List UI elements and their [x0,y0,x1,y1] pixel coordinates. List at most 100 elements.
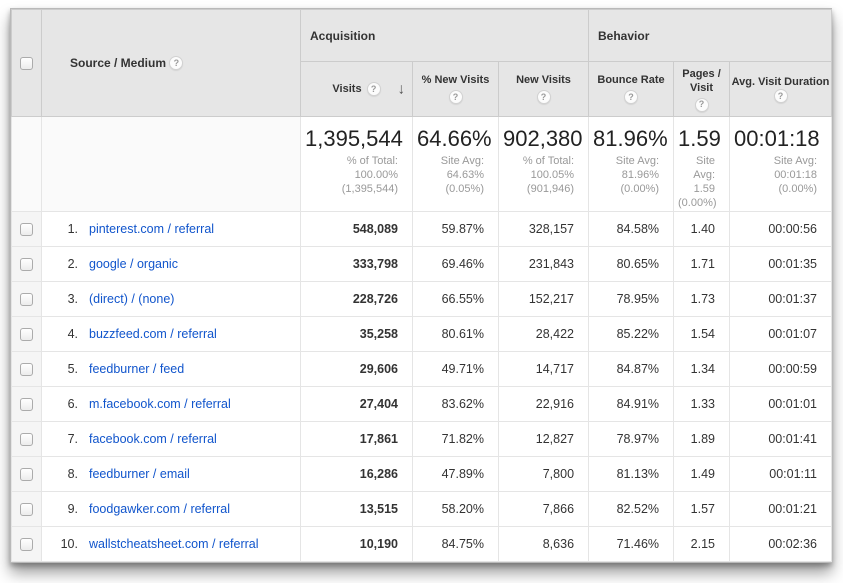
checkbox-cell [11,421,42,457]
summary-bounce-rate-value: 81.96% [593,126,668,151]
column-header-avg-duration[interactable]: Avg. Visit Duration ? [729,61,833,117]
source-link[interactable]: google / organic [89,257,178,271]
summary-pages-visit-sub: Site Avg: 1.59 (0.00%) [678,155,717,209]
checkbox-cell [11,491,42,527]
table-row: 3. (direct) / (none) 228,726 66.55% 152,2… [11,281,833,317]
row-rank: 3. [67,292,78,306]
avg-duration-label: Avg. Visit Duration [731,75,830,88]
pages-visit-value: 1.71 [673,246,731,282]
row-rank: 10. [60,537,78,551]
row-rank: 4. [67,327,78,341]
bounce-rate-value: 80.65% [588,246,675,282]
help-icon[interactable]: ? [366,82,381,96]
row-checkbox[interactable] [20,398,33,412]
help-icon[interactable]: ? [448,90,463,104]
checkbox-cell [11,316,42,352]
help-icon[interactable]: ? [624,90,639,104]
checkbox-cell [11,351,42,387]
visits-value: 35,258 [300,316,413,352]
table-row: 5. feedburner / feed 29,606 49.71% 14,717… [11,351,833,387]
column-header-source-medium[interactable]: Source / Medium ? [41,9,301,117]
bounce-rate-value: 84.87% [588,351,675,387]
visits-label: Visits [332,83,362,95]
checkbox-cell [11,526,42,562]
column-header-pages-visit[interactable]: Pages / Visit ? [673,61,731,117]
row-rank: 1. [67,222,78,236]
pages-visit-label: Pages / Visit [682,67,721,94]
summary-source-cell [41,116,301,212]
source-link[interactable]: feedburner / email [89,467,190,481]
summary-avg-duration: 00:01:18 Site Avg: 00:01:18 (0.00%) [729,116,833,212]
column-header-new-visits[interactable]: New Visits ? [497,61,590,117]
row-rank: 2. [67,257,78,271]
new-visits-value: 22,916 [497,386,590,422]
checkbox-cell [11,211,42,247]
avg-duration-value: 00:00:59 [729,351,833,387]
visits-value: 17,861 [300,421,413,457]
row-checkbox[interactable] [20,258,33,272]
column-header-pct-new-visits[interactable]: % New Visits ? [412,61,499,117]
source-link[interactable]: buzzfeed.com / referral [89,327,217,341]
row-rank: 8. [67,467,78,481]
table-row: 9. foodgawker.com / referral 13,515 58.20… [11,491,833,527]
row-checkbox[interactable] [20,433,33,447]
column-header-visits[interactable]: Visits ? ↓ [300,61,413,117]
bounce-rate-value: 78.97% [588,421,675,457]
row-checkbox[interactable] [20,363,33,377]
avg-duration-value: 00:01:37 [729,281,833,317]
select-all-checkbox[interactable] [20,56,33,70]
source-cell: 10. wallstcheatsheet.com / referral [41,526,301,562]
analytics-source-medium-table: Source / Medium ? Acquisition Behavior V… [10,8,833,563]
pct-new-visits-value: 69.46% [412,246,499,282]
pct-new-visits-value: 84.75% [412,526,499,562]
summary-pct-new-visits: 64.66% Site Avg: 64.63% (0.05%) [412,116,499,212]
source-link[interactable]: feedburner / feed [89,362,185,376]
source-link[interactable]: m.facebook.com / referral [89,397,231,411]
help-icon[interactable]: ? [694,97,709,112]
pages-visit-value: 1.73 [673,281,731,317]
bounce-rate-value: 82.52% [588,491,675,527]
source-link[interactable]: wallstcheatsheet.com / referral [89,537,259,551]
help-icon[interactable]: ? [169,56,184,71]
pages-visit-value: 1.89 [673,421,731,457]
bounce-rate-value: 84.58% [588,211,675,247]
column-header-bounce-rate[interactable]: Bounce Rate ? [588,61,675,117]
row-checkbox[interactable] [20,328,33,342]
summary-pct-new-visits-value: 64.66% [417,126,492,151]
source-link[interactable]: facebook.com / referral [89,432,217,446]
visits-value: 16,286 [300,456,413,492]
row-checkbox[interactable] [20,293,33,307]
source-cell: 8. feedburner / email [41,456,301,492]
row-checkbox[interactable] [20,538,33,552]
visits-value: 27,404 [300,386,413,422]
visits-value: 13,515 [300,491,413,527]
row-rank: 5. [67,362,78,376]
pct-new-visits-value: 71.82% [412,421,499,457]
new-visits-value: 14,717 [497,351,590,387]
data-table: Source / Medium ? Acquisition Behavior V… [11,9,833,562]
avg-duration-value: 00:01:01 [729,386,833,422]
row-checkbox[interactable] [20,468,33,482]
source-link[interactable]: foodgawker.com / referral [89,502,231,516]
source-link[interactable]: (direct) / (none) [89,292,175,306]
pct-new-visits-value: 59.87% [412,211,499,247]
help-icon[interactable]: ? [536,90,551,104]
summary-visits-value: 1,395,544 [305,126,403,151]
row-checkbox[interactable] [20,223,33,237]
new-visits-value: 7,800 [497,456,590,492]
checkbox-cell [11,386,42,422]
new-visits-value: 28,422 [497,316,590,352]
source-link[interactable]: pinterest.com / referral [89,222,215,236]
table-row: 10. wallstcheatsheet.com / referral 10,19… [11,526,833,562]
acquisition-label: Acquisition [310,28,376,43]
new-visits-value: 328,157 [497,211,590,247]
summary-avg-duration-sub: Site Avg: 00:01:18 (0.00%) [773,155,818,195]
avg-duration-value: 00:01:07 [729,316,833,352]
pages-visit-value: 1.34 [673,351,731,387]
bounce-rate-label: Bounce Rate [597,74,665,86]
help-icon[interactable]: ? [773,89,788,104]
pct-new-visits-value: 49.71% [412,351,499,387]
row-checkbox[interactable] [20,503,33,517]
source-cell: 9. foodgawker.com / referral [41,491,301,527]
avg-duration-value: 00:00:56 [729,211,833,247]
